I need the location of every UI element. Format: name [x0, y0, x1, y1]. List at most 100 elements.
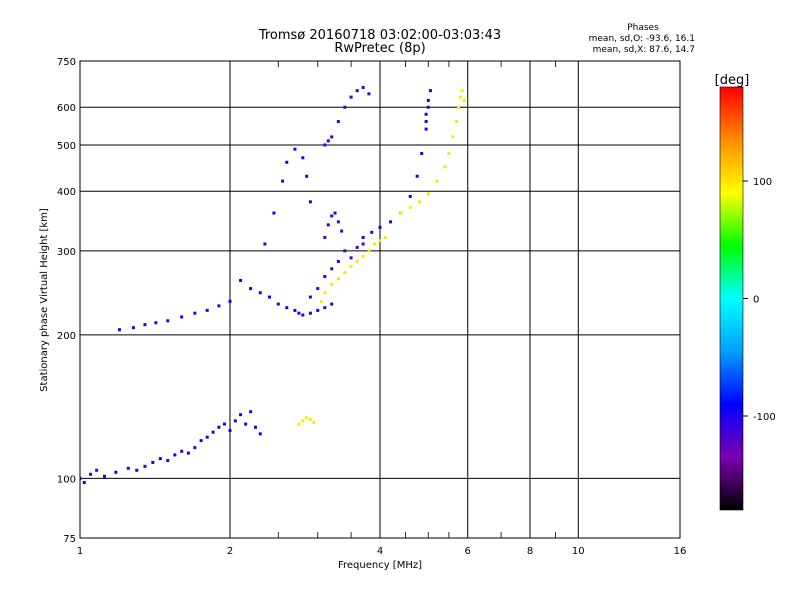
- data-point: [330, 214, 334, 218]
- data-point: [312, 420, 316, 424]
- x-tick-label: 10: [572, 546, 585, 557]
- data-point: [249, 410, 253, 414]
- data-point: [343, 249, 347, 253]
- data-point: [305, 174, 309, 178]
- data-point: [367, 249, 371, 253]
- data-point: [316, 308, 320, 312]
- data-point: [361, 235, 365, 239]
- data-point: [323, 306, 327, 310]
- stats-x-mode: mean, sd,X: 87.6, 14.7: [593, 45, 695, 55]
- x-tick-label: 2: [227, 546, 233, 557]
- x-tick-label: 4: [377, 546, 383, 557]
- data-point: [330, 135, 334, 139]
- data-point: [361, 242, 365, 246]
- data-point: [258, 291, 262, 295]
- data-point: [383, 235, 387, 239]
- data-point: [308, 417, 312, 421]
- data-point: [435, 179, 439, 183]
- data-point: [417, 200, 421, 204]
- data-point: [333, 211, 337, 215]
- data-point: [330, 282, 334, 286]
- data-point: [373, 242, 377, 246]
- data-point: [343, 105, 347, 109]
- colorbar: [719, 86, 744, 511]
- data-point: [355, 259, 359, 263]
- data-point: [166, 319, 170, 323]
- data-point: [151, 460, 155, 464]
- y-axis-ticks: 75 100 200 300 400 500 600 750: [57, 57, 76, 545]
- data-point: [323, 275, 327, 279]
- data-point: [143, 323, 147, 327]
- data-point: [408, 194, 412, 198]
- data-point: [355, 89, 359, 93]
- data-point: [258, 432, 262, 436]
- data-point: [399, 211, 403, 215]
- y-tick-label: 200: [57, 331, 76, 342]
- data-point: [308, 295, 312, 299]
- data-point: [305, 416, 309, 420]
- data-point: [323, 291, 327, 295]
- data-point: [193, 446, 197, 450]
- data-point: [180, 315, 184, 319]
- chart-subtitle: RwPretec (8p): [334, 41, 425, 56]
- data-point: [349, 265, 353, 269]
- data-point: [336, 259, 340, 263]
- data-point: [301, 419, 305, 423]
- data-point: [457, 105, 461, 109]
- data-point: [276, 302, 280, 306]
- data-point: [117, 328, 121, 332]
- data-point: [370, 230, 374, 234]
- data-point: [420, 151, 424, 155]
- data-point: [460, 89, 464, 93]
- data-point: [253, 425, 257, 429]
- data-point: [263, 242, 267, 246]
- data-point: [426, 105, 430, 109]
- data-point: [143, 464, 147, 468]
- data-point: [158, 457, 162, 461]
- data-point: [103, 474, 107, 478]
- data-point: [281, 179, 285, 183]
- x-axis-label: Frequency [MHz]: [338, 560, 422, 571]
- y-tick-label: 600: [57, 103, 76, 114]
- data-point: [424, 127, 428, 131]
- data-point: [223, 422, 227, 426]
- y-tick-label: 400: [57, 187, 76, 198]
- data-point: [349, 95, 353, 99]
- data-point: [205, 435, 209, 439]
- data-point: [272, 211, 276, 215]
- data-point: [323, 235, 327, 239]
- data-point: [378, 225, 382, 229]
- x-tick-label: 6: [465, 546, 471, 557]
- data-point: [244, 422, 248, 426]
- data-point: [408, 205, 412, 209]
- data-point: [415, 174, 419, 178]
- x-tick-label: 8: [527, 546, 533, 557]
- data-point: [114, 470, 118, 474]
- data-point: [301, 156, 305, 160]
- data-point: [326, 223, 330, 227]
- data-point: [426, 192, 430, 196]
- data-point: [297, 311, 301, 315]
- data-point: [131, 326, 135, 330]
- data-point: [95, 468, 99, 472]
- data-point: [336, 120, 340, 124]
- data-point: [428, 89, 432, 93]
- data-point: [355, 245, 359, 249]
- data-point: [193, 311, 197, 315]
- data-point: [228, 429, 232, 433]
- data-point: [426, 98, 430, 102]
- data-point: [285, 306, 289, 310]
- data-point: [297, 422, 301, 426]
- data-point: [340, 229, 344, 233]
- chart-title: Tromsø 20160718 03:02:00-03:03:43: [258, 28, 501, 43]
- data-point: [239, 278, 243, 282]
- data-point: [451, 135, 455, 139]
- data-point: [455, 120, 459, 124]
- data-point: [186, 451, 190, 455]
- data-point: [349, 256, 353, 260]
- data-point: [378, 239, 382, 243]
- x-axis-ticks: 1 2 4 6 8 10 16: [77, 546, 687, 557]
- data-point: [447, 151, 451, 155]
- stats-header: Phases: [627, 23, 659, 33]
